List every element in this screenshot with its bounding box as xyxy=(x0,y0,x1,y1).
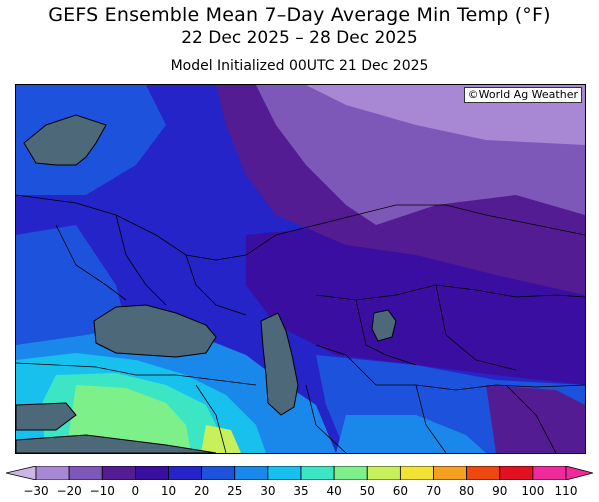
black-sea xyxy=(93,304,217,358)
colorbar xyxy=(6,466,593,480)
country-borders xyxy=(16,194,585,453)
baltic-sea xyxy=(23,114,107,166)
colorbar-cell xyxy=(168,466,203,480)
colorbar-cell xyxy=(68,466,103,480)
colorbar-cell xyxy=(399,466,434,480)
colorbar-tick-label: −20 xyxy=(56,484,82,498)
aegean-sea xyxy=(16,402,77,431)
colorbar-tick-label: 25 xyxy=(227,484,243,498)
colorbar-tick-label: 80 xyxy=(458,484,475,498)
colorbar-cell xyxy=(35,466,70,480)
temperature-map: ©World Ag Weather xyxy=(15,84,586,454)
colorbar-cell xyxy=(101,466,136,480)
colorbar-end-high xyxy=(565,466,593,480)
colorbar-tick-label: 70 xyxy=(425,484,442,498)
date-range: 22 Dec 2025 – 28 Dec 2025 xyxy=(181,28,418,48)
colorbar-tick-label: 30 xyxy=(260,484,276,498)
map-canvas xyxy=(16,85,585,453)
colorbar-tick-label: 50 xyxy=(359,484,375,498)
colorbar-cell xyxy=(499,466,534,480)
field-east-highlands xyxy=(486,385,585,453)
map-title: GEFS Ensemble Mean 7–Day Average Min Tem… xyxy=(48,4,551,26)
colorbar-cell xyxy=(134,466,169,480)
colorbar-cell xyxy=(466,466,501,480)
colorbar-tick-label: 0 xyxy=(131,484,140,498)
colorbar-cell xyxy=(333,466,368,480)
colorbar-cell xyxy=(267,466,302,480)
colorbar-tick-label: 35 xyxy=(293,484,309,498)
colorbar-tick-label: 60 xyxy=(392,484,409,498)
field-east-med xyxy=(201,425,241,453)
colorbar-tick-label: 20 xyxy=(193,484,210,498)
field-west-europe xyxy=(16,225,126,345)
model-init-label: Model Initialized 00UTC 21 Dec 2025 xyxy=(170,58,429,74)
colorbar-cell xyxy=(366,466,401,480)
colorbar-tick-label: −10 xyxy=(89,484,115,498)
field-iran-south xyxy=(336,415,486,453)
mediterranean-sea xyxy=(16,434,217,453)
colorbar-tick-label: 100 xyxy=(521,484,545,498)
colorbar-cell xyxy=(201,466,236,480)
colorbar-cell xyxy=(234,466,269,480)
colorbar-tick-label: −30 xyxy=(23,484,49,498)
colorbar-tick-label: 10 xyxy=(160,484,177,498)
aral-sea xyxy=(371,309,397,342)
caspian-sea xyxy=(260,312,299,416)
colorbar-tick-label: 90 xyxy=(492,484,508,498)
colorbar-cell xyxy=(532,466,567,480)
credit-label: ©World Ag Weather xyxy=(463,87,582,103)
colorbar-end-low xyxy=(6,466,37,480)
colorbar-tick-label: 110 xyxy=(554,484,578,498)
colorbar-cell xyxy=(300,466,335,480)
colorbar-cell xyxy=(433,466,468,480)
colorbar-tick-label: 40 xyxy=(326,484,342,498)
